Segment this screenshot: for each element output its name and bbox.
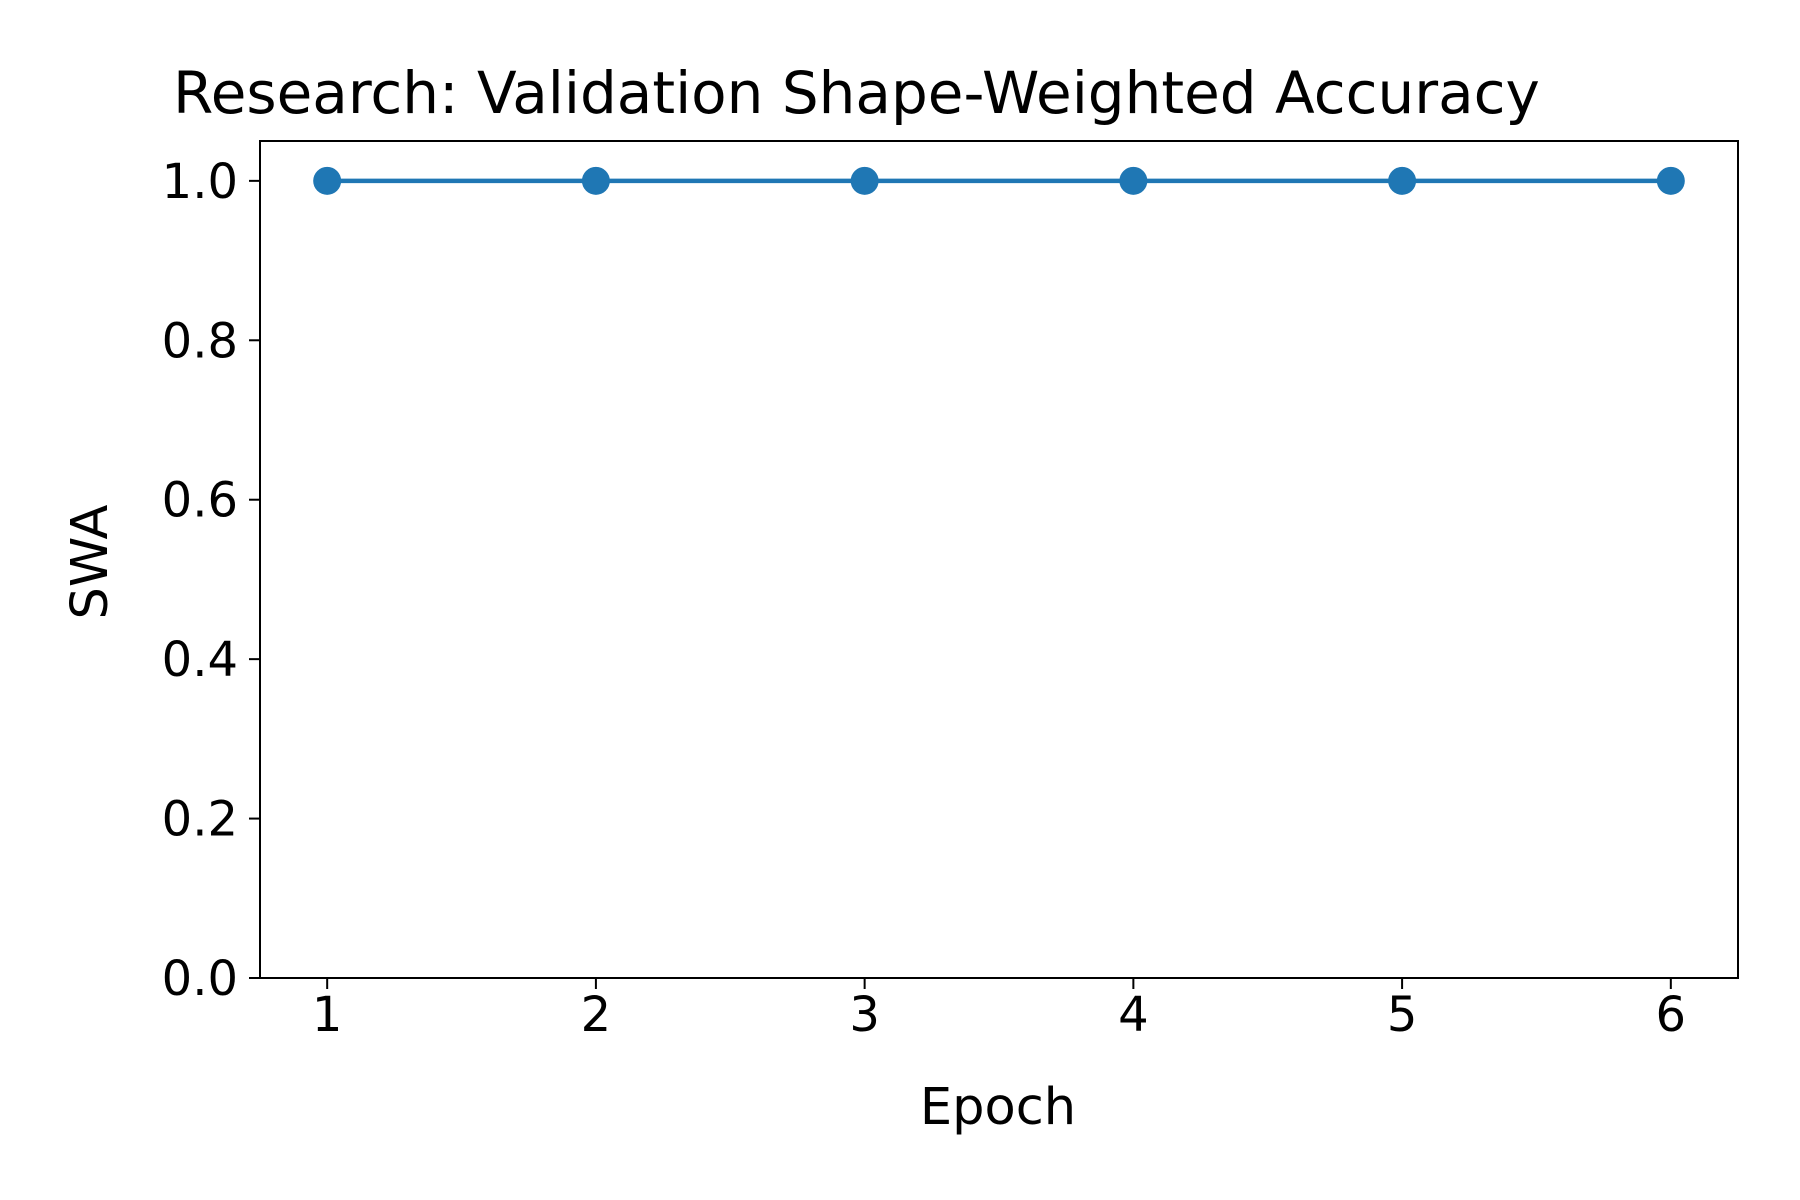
plot-area: 1 2 3 4 5 6 0.0 0.2 0.4 0.6 0.8 1.0: [162, 140, 1739, 1043]
y-tick-label: 0.4: [162, 632, 238, 688]
y-tick-label: 0.8: [162, 313, 238, 369]
y-tick-label: 0.0: [162, 951, 238, 1007]
y-tick-label: 1.0: [162, 154, 238, 210]
data-point: [1119, 166, 1148, 195]
x-tick-label: 5: [1387, 987, 1418, 1043]
x-tick-label: 2: [581, 987, 612, 1043]
x-tick-label: 6: [1656, 987, 1687, 1043]
y-tick-label: 0.2: [162, 792, 238, 848]
data-point: [1388, 166, 1417, 195]
data-point: [850, 166, 879, 195]
y-axis-label: SWA: [61, 504, 120, 619]
plot-frame: [259, 140, 1739, 979]
x-tick-label: 3: [849, 987, 880, 1043]
chart-title: Research: Validation Shape-Weighted Accu…: [173, 59, 1540, 127]
x-axis-label: Epoch: [920, 1078, 1076, 1137]
data-point: [313, 166, 342, 195]
data-point: [1656, 166, 1685, 195]
x-tick-label: 4: [1118, 987, 1149, 1043]
x-tick-label: 1: [312, 987, 343, 1043]
y-tick-label: 0.6: [162, 473, 238, 529]
data-point: [581, 166, 610, 195]
